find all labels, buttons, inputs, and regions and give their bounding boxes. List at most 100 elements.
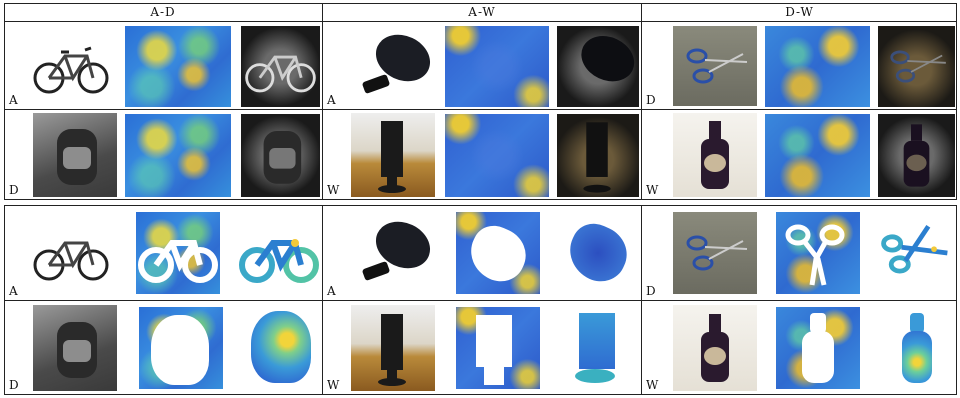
backpack-photo bbox=[33, 305, 117, 391]
segmented-object bbox=[561, 307, 639, 389]
header-a-w: A-W bbox=[468, 5, 496, 19]
bottle-neck-segment bbox=[910, 313, 924, 333]
cell-dw-bottom-1: D bbox=[642, 206, 957, 300]
bicycle-icon bbox=[33, 241, 109, 281]
scissors-icon bbox=[890, 50, 946, 83]
cell-ad-top-1: A bbox=[5, 22, 322, 109]
figure: A-D A-W D-W A bbox=[4, 3, 957, 395]
cell-dw-top-1: D bbox=[642, 22, 957, 109]
bottle-photo bbox=[673, 113, 757, 197]
bottom-row-rule bbox=[4, 300, 957, 301]
backpack-photo bbox=[33, 113, 117, 197]
column-rule-2 bbox=[641, 3, 642, 200]
monitor-stand-segment bbox=[575, 369, 615, 383]
cell-aw-top-1: A bbox=[323, 22, 641, 109]
attention-overlay bbox=[557, 26, 639, 107]
backpack-icon bbox=[263, 131, 302, 184]
backpack-mask bbox=[151, 315, 209, 385]
cell-ad-top-2: D bbox=[5, 110, 322, 199]
column-rule-4 bbox=[641, 205, 642, 395]
mouse-segment bbox=[560, 216, 636, 290]
monitor-icon bbox=[378, 121, 406, 193]
bicycle-photo bbox=[29, 26, 113, 106]
backpack-segment bbox=[251, 311, 311, 383]
mouse-photo bbox=[351, 26, 435, 106]
bicycle-mask-icon bbox=[138, 240, 218, 283]
cell-dw-top-2: W bbox=[642, 110, 957, 199]
domain-tag: A bbox=[327, 284, 336, 298]
masked-heatmap bbox=[456, 307, 540, 389]
attention-heatmap bbox=[125, 114, 231, 197]
masked-heatmap bbox=[456, 212, 540, 294]
backpack-icon bbox=[57, 322, 97, 378]
monitor-photo bbox=[351, 305, 435, 391]
domain-tag: W bbox=[327, 183, 340, 197]
monitor-icon bbox=[583, 122, 611, 193]
computer-mouse-icon bbox=[581, 36, 635, 82]
cell-aw-top-2: W bbox=[323, 110, 641, 199]
domain-tag: A bbox=[9, 93, 18, 107]
bicycle-photo bbox=[29, 212, 113, 294]
backpack-icon bbox=[57, 129, 97, 185]
domain-tag: W bbox=[327, 378, 340, 392]
top-block-frame bbox=[4, 3, 957, 200]
masked-heatmap bbox=[776, 212, 860, 294]
top-row-rule bbox=[4, 109, 957, 110]
bicycle-icon bbox=[245, 55, 316, 93]
cell-aw-bottom-2: W bbox=[323, 301, 641, 394]
cell-ad-bottom-1: A bbox=[5, 206, 322, 300]
masked-heatmap bbox=[139, 307, 223, 389]
attention-heatmap bbox=[445, 26, 549, 107]
domain-tag: W bbox=[646, 378, 659, 392]
bottle-photo bbox=[673, 305, 757, 391]
cell-aw-bottom-1: A bbox=[323, 206, 641, 300]
bottle-body-mask bbox=[802, 331, 834, 383]
bottle-body-segment bbox=[902, 331, 932, 383]
computer-mouse-icon bbox=[362, 221, 431, 281]
monitor-mask bbox=[476, 315, 512, 367]
cell-dw-bottom-2: W bbox=[642, 301, 957, 394]
bottle-icon bbox=[701, 314, 729, 382]
mouse-mask bbox=[461, 218, 535, 290]
scissors-mask-icon bbox=[785, 224, 845, 286]
attention-heatmap bbox=[445, 114, 549, 197]
scissors-segment-icon bbox=[881, 225, 948, 274]
header-rule bbox=[4, 21, 957, 22]
attention-heatmap bbox=[765, 26, 870, 107]
domain-tag: A bbox=[327, 93, 336, 107]
attention-heatmap bbox=[125, 26, 231, 107]
computer-mouse-icon bbox=[362, 34, 431, 94]
segmented-object bbox=[878, 307, 956, 389]
mouse-photo bbox=[351, 212, 435, 294]
bottle-icon bbox=[701, 121, 729, 189]
segmented-object bbox=[243, 307, 321, 389]
monitor-icon bbox=[378, 314, 406, 386]
attention-overlay bbox=[241, 26, 320, 107]
domain-tag: A bbox=[9, 284, 18, 298]
monitor-photo bbox=[351, 113, 435, 197]
attention-overlay bbox=[878, 26, 955, 107]
attention-heatmap bbox=[765, 114, 870, 197]
domain-tag: D bbox=[646, 93, 656, 107]
domain-tag: D bbox=[9, 183, 19, 197]
scissors-icon bbox=[686, 48, 748, 84]
domain-tag: D bbox=[646, 284, 656, 298]
column-rule-1 bbox=[322, 3, 323, 200]
scissors-icon bbox=[686, 235, 748, 271]
header-a-d: A-D bbox=[150, 5, 176, 19]
bicycle-segment-icon bbox=[239, 239, 319, 283]
monitor-segment bbox=[579, 313, 615, 369]
segmented-object bbox=[875, 212, 955, 294]
bicycle-icon bbox=[33, 46, 109, 94]
cell-ad-bottom-2: D bbox=[5, 301, 322, 394]
domain-tag: D bbox=[9, 378, 19, 392]
domain-tag: W bbox=[646, 183, 659, 197]
scissors-photo bbox=[673, 212, 757, 294]
segmented-object bbox=[237, 212, 321, 294]
attention-overlay bbox=[557, 114, 639, 197]
attention-overlay bbox=[241, 114, 320, 197]
bottle-neck-mask bbox=[810, 313, 826, 333]
scissors-photo bbox=[673, 26, 757, 106]
bottle-icon bbox=[903, 124, 930, 187]
attention-overlay bbox=[878, 114, 955, 197]
